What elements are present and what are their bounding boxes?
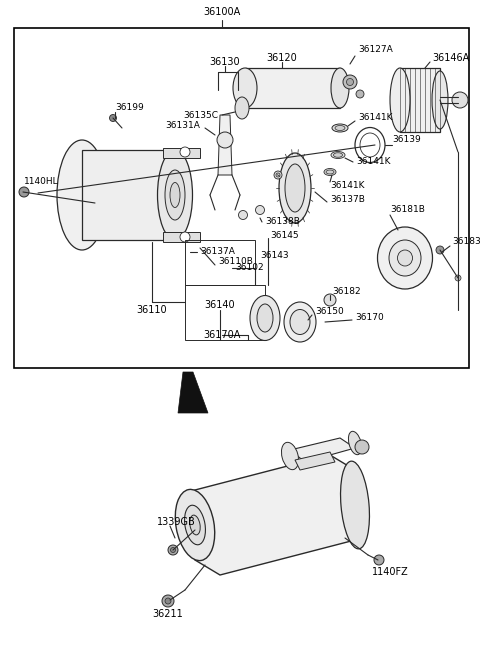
Text: 36139: 36139 <box>392 136 421 145</box>
Ellipse shape <box>170 183 180 208</box>
Ellipse shape <box>235 97 249 119</box>
Polygon shape <box>82 150 175 240</box>
Polygon shape <box>195 455 355 575</box>
Text: 36135C: 36135C <box>183 111 218 119</box>
Text: 36127A: 36127A <box>358 45 393 54</box>
Circle shape <box>180 147 190 157</box>
Text: 36143: 36143 <box>260 250 288 259</box>
Circle shape <box>19 187 29 197</box>
Circle shape <box>436 246 444 254</box>
Text: 36110B: 36110B <box>218 257 253 267</box>
Text: 36146A: 36146A <box>432 53 469 63</box>
Bar <box>14 28 469 368</box>
Circle shape <box>170 548 176 553</box>
Ellipse shape <box>326 170 334 174</box>
Text: 36120: 36120 <box>266 53 298 63</box>
Circle shape <box>347 79 353 86</box>
Text: 36141K: 36141K <box>330 181 364 189</box>
Text: 36211: 36211 <box>153 609 183 619</box>
Polygon shape <box>163 148 200 158</box>
Ellipse shape <box>175 489 215 561</box>
Ellipse shape <box>331 151 345 159</box>
Text: 36130: 36130 <box>210 57 240 67</box>
Text: 36102: 36102 <box>235 263 264 272</box>
Polygon shape <box>178 372 208 413</box>
Text: 36110: 36110 <box>137 305 168 315</box>
Text: 36140: 36140 <box>204 300 235 310</box>
Circle shape <box>374 555 384 565</box>
Circle shape <box>162 595 174 607</box>
Polygon shape <box>245 68 340 108</box>
Circle shape <box>452 92 468 108</box>
Ellipse shape <box>257 304 273 332</box>
Circle shape <box>109 115 117 121</box>
Circle shape <box>168 545 178 555</box>
Ellipse shape <box>190 515 200 535</box>
Ellipse shape <box>390 68 410 132</box>
Ellipse shape <box>432 71 448 129</box>
Ellipse shape <box>397 250 412 266</box>
Ellipse shape <box>334 153 343 157</box>
Ellipse shape <box>389 240 421 276</box>
Ellipse shape <box>250 295 280 341</box>
Text: 1140HL: 1140HL <box>24 176 59 185</box>
Ellipse shape <box>331 68 349 108</box>
Circle shape <box>355 440 369 454</box>
Ellipse shape <box>165 170 185 220</box>
Circle shape <box>343 75 357 89</box>
Ellipse shape <box>284 302 316 342</box>
Circle shape <box>165 598 171 604</box>
Text: 36199: 36199 <box>115 103 144 113</box>
Ellipse shape <box>324 168 336 176</box>
Text: 36137A: 36137A <box>200 248 235 257</box>
Ellipse shape <box>279 153 311 223</box>
Text: 36182: 36182 <box>332 288 360 297</box>
Text: 36138B: 36138B <box>265 217 300 227</box>
Circle shape <box>217 132 233 148</box>
Text: 36137B: 36137B <box>330 195 365 204</box>
Text: 36183: 36183 <box>452 238 480 246</box>
Ellipse shape <box>281 442 299 470</box>
Ellipse shape <box>290 310 310 335</box>
Text: 1140FZ: 1140FZ <box>372 567 409 577</box>
Text: 36141K: 36141K <box>356 157 391 166</box>
Text: 36170: 36170 <box>355 314 384 322</box>
Polygon shape <box>290 438 355 462</box>
Polygon shape <box>218 115 232 175</box>
Bar <box>185 285 265 340</box>
Polygon shape <box>400 68 440 132</box>
Ellipse shape <box>335 126 345 130</box>
Ellipse shape <box>285 164 305 212</box>
Polygon shape <box>163 232 200 242</box>
Ellipse shape <box>276 173 280 177</box>
Text: 36181B: 36181B <box>390 206 425 214</box>
Text: 36145: 36145 <box>270 231 299 240</box>
Ellipse shape <box>157 150 192 240</box>
Ellipse shape <box>274 171 282 179</box>
Circle shape <box>255 206 264 214</box>
Ellipse shape <box>332 124 348 132</box>
Text: 36150: 36150 <box>315 307 344 316</box>
Circle shape <box>324 294 336 306</box>
Ellipse shape <box>377 227 432 289</box>
Circle shape <box>356 90 364 98</box>
Text: 36170A: 36170A <box>204 330 240 340</box>
Circle shape <box>180 232 190 242</box>
Ellipse shape <box>233 68 257 108</box>
Text: 36131A: 36131A <box>165 121 200 130</box>
Ellipse shape <box>57 140 107 250</box>
Ellipse shape <box>184 505 205 545</box>
Text: 1339GB: 1339GB <box>157 517 196 527</box>
Ellipse shape <box>348 431 361 455</box>
Text: 36141K: 36141K <box>358 113 393 122</box>
Circle shape <box>455 275 461 281</box>
Polygon shape <box>295 452 335 470</box>
Circle shape <box>239 210 248 219</box>
Bar <box>185 240 255 285</box>
Text: 36100A: 36100A <box>204 7 240 17</box>
Ellipse shape <box>340 461 370 549</box>
